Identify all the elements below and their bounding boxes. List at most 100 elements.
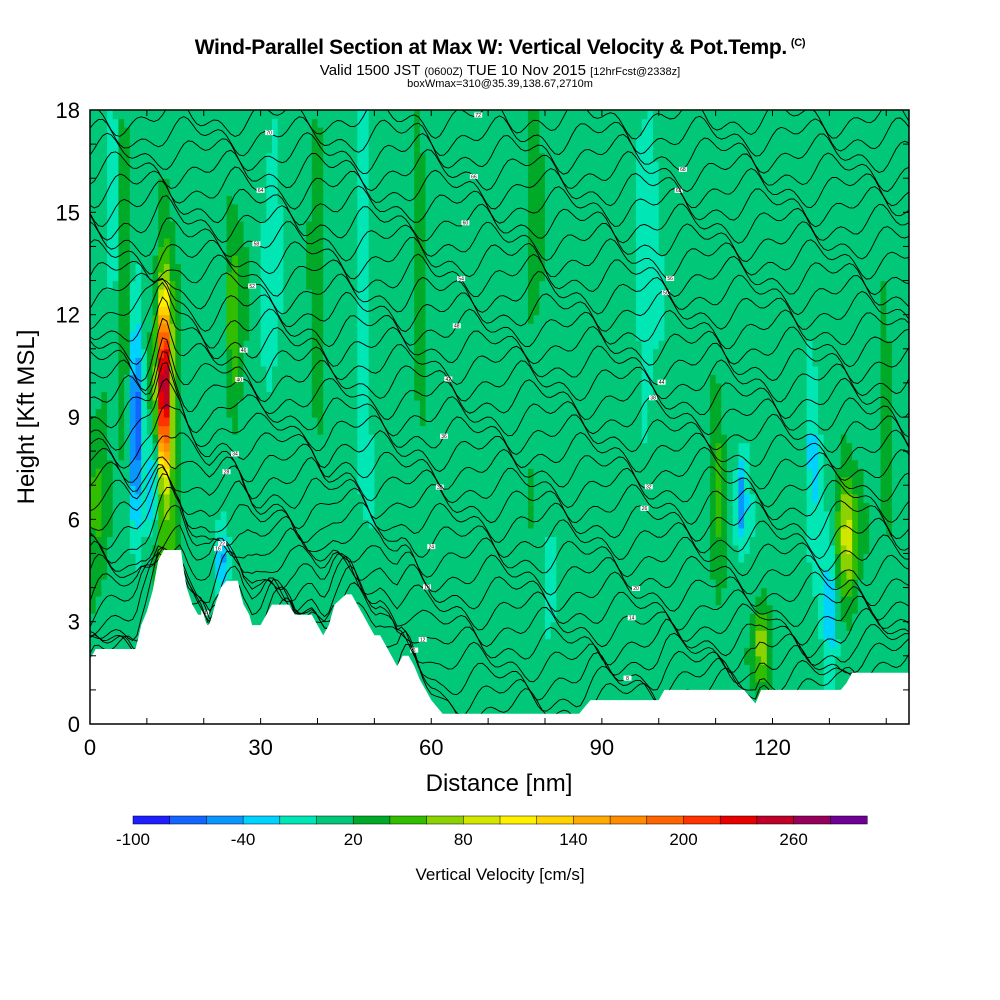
velocity-cell <box>203 553 211 563</box>
velocity-cell <box>124 237 131 248</box>
velocity-cell <box>163 314 171 324</box>
velocity-cell <box>215 178 222 188</box>
velocity-cell <box>351 468 358 478</box>
velocity-cell <box>436 476 444 486</box>
velocity-cell <box>357 229 364 239</box>
velocity-cell <box>482 570 489 580</box>
velocity-cell <box>90 246 97 256</box>
velocity-cell <box>380 203 387 213</box>
velocity-cell <box>345 442 353 452</box>
velocity-cell <box>129 417 137 427</box>
velocity-cell <box>465 237 472 248</box>
velocity-cell <box>152 186 159 196</box>
velocity-cell <box>254 451 262 461</box>
velocity-cell <box>283 152 290 162</box>
velocity-cell <box>95 451 102 461</box>
velocity-cell <box>186 186 193 196</box>
velocity-cell <box>465 382 472 393</box>
velocity-cell <box>129 169 137 179</box>
velocity-cell <box>112 561 120 572</box>
velocity-cell <box>112 442 120 452</box>
velocity-cell <box>283 527 290 537</box>
velocity-cell <box>135 502 142 512</box>
velocity-cell <box>374 263 381 273</box>
velocity-cell <box>431 408 438 418</box>
velocity-cell <box>141 340 148 350</box>
velocity-cell <box>419 237 427 248</box>
velocity-cell <box>169 399 176 410</box>
velocity-cell <box>363 348 370 358</box>
velocity-cell <box>198 357 205 367</box>
velocity-cell <box>209 493 216 503</box>
velocity-cell <box>294 502 302 512</box>
velocity-cell <box>272 127 279 137</box>
velocity-cell <box>118 536 125 546</box>
velocity-cell <box>317 374 324 384</box>
velocity-cell <box>414 331 421 341</box>
velocity-cell <box>357 468 364 478</box>
velocity-cell <box>465 417 472 427</box>
velocity-cell <box>459 357 466 367</box>
velocity-cell <box>448 408 455 418</box>
velocity-cell <box>237 434 245 444</box>
velocity-cell <box>272 485 279 495</box>
velocity-cell <box>334 169 341 179</box>
velocity-cell <box>237 561 245 572</box>
velocity-cell <box>198 434 205 444</box>
velocity-cell <box>328 212 336 222</box>
velocity-cell <box>124 579 131 589</box>
velocity-cell <box>419 451 427 461</box>
velocity-cell <box>351 161 358 171</box>
velocity-cell <box>363 357 370 367</box>
velocity-cell <box>272 178 279 188</box>
velocity-cell <box>476 596 484 606</box>
velocity-cell <box>294 493 302 503</box>
velocity-cell <box>317 152 324 162</box>
velocity-cell <box>311 382 319 393</box>
velocity-cell <box>317 365 324 375</box>
velocity-cell <box>425 220 432 230</box>
velocity-cell <box>254 152 262 162</box>
velocity-cell <box>328 357 336 367</box>
velocity-cell <box>226 110 233 120</box>
box-info: boxWmax=310@35.39,138.67,2710m <box>407 78 593 90</box>
velocity-cell <box>158 254 165 265</box>
velocity-cell <box>124 519 131 529</box>
velocity-cell <box>436 237 444 248</box>
velocity-cell <box>476 254 484 265</box>
velocity-cell <box>442 706 449 717</box>
velocity-cell <box>357 246 364 256</box>
velocity-cell <box>351 169 358 179</box>
velocity-cell <box>186 272 193 282</box>
velocity-cell <box>181 178 188 188</box>
velocity-cell <box>152 553 159 563</box>
velocity-cell <box>385 425 393 435</box>
velocity-cell <box>95 229 102 239</box>
velocity-cell <box>414 135 421 145</box>
velocity-cell <box>249 118 256 128</box>
velocity-cell <box>107 408 114 418</box>
velocity-cell <box>311 425 319 435</box>
velocity-cell <box>357 178 364 188</box>
velocity-cell <box>476 485 484 495</box>
velocity-cell <box>340 297 347 307</box>
velocity-cell <box>129 110 137 120</box>
velocity-cell <box>95 527 102 537</box>
velocity-cell <box>146 527 154 537</box>
velocity-cell <box>289 579 296 589</box>
velocity-cell <box>317 604 324 614</box>
velocity-cell <box>397 587 404 597</box>
velocity-cell <box>283 297 290 307</box>
velocity-cell <box>232 314 239 324</box>
velocity-cell <box>186 212 193 222</box>
velocity-cell <box>141 442 148 452</box>
velocity-cell <box>294 579 302 589</box>
velocity-cell <box>254 587 262 597</box>
velocity-cell <box>323 425 330 435</box>
velocity-cell <box>152 544 159 555</box>
velocity-cell <box>294 417 302 427</box>
velocity-cell <box>95 331 102 341</box>
velocity-cell <box>203 476 211 486</box>
velocity-cell <box>198 263 205 273</box>
velocity-cell <box>448 536 455 546</box>
